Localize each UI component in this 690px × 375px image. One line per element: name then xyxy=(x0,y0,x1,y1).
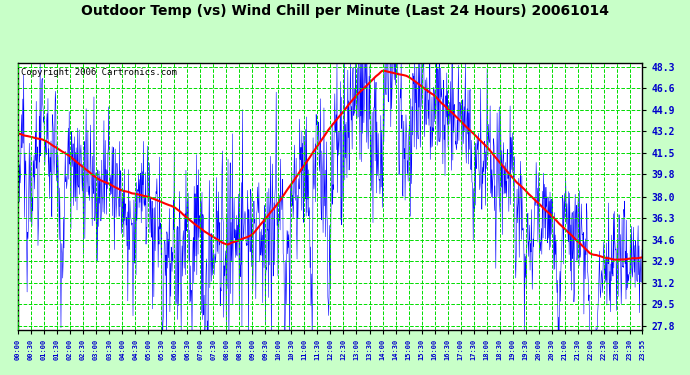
Text: Outdoor Temp (vs) Wind Chill per Minute (Last 24 Hours) 20061014: Outdoor Temp (vs) Wind Chill per Minute … xyxy=(81,4,609,18)
Text: Copyright 2006 Cartronics.com: Copyright 2006 Cartronics.com xyxy=(21,68,177,77)
